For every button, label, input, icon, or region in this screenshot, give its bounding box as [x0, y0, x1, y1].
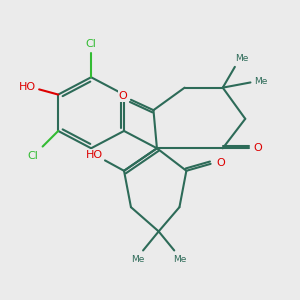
Text: O: O — [253, 143, 262, 153]
Text: O: O — [118, 91, 127, 100]
Text: Me: Me — [254, 77, 268, 86]
Text: HO: HO — [86, 150, 103, 160]
Text: Cl: Cl — [28, 151, 39, 161]
Text: HO: HO — [19, 82, 36, 92]
Text: Me: Me — [131, 255, 145, 264]
Text: O: O — [217, 158, 225, 168]
Text: Cl: Cl — [86, 39, 97, 49]
Text: Me: Me — [173, 255, 186, 264]
Text: Me: Me — [235, 54, 248, 63]
